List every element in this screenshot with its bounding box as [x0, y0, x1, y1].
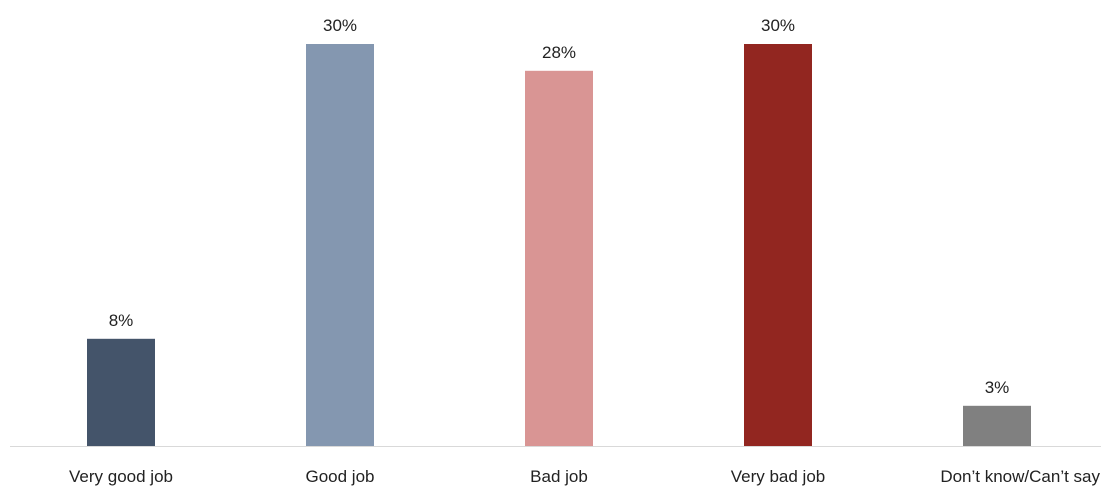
data-label-bad-job: 28%	[542, 43, 576, 62]
tick-label-bad-job: Bad job	[530, 467, 588, 486]
bar-very-bad-job	[744, 44, 812, 446]
category-labels-group: Very good job Good job Bad job Very bad job…	[69, 467, 1100, 486]
data-label-good-job: 30%	[323, 16, 357, 35]
value-labels-group: 8% 30% 28% 30% 3%	[109, 16, 1010, 397]
data-label-very-good-job: 8%	[109, 311, 134, 330]
bar-good-job	[306, 44, 374, 446]
tick-label-very-good-job: Very good job	[69, 467, 173, 486]
data-label-very-bad-job: 30%	[761, 16, 795, 35]
bar-very-good-job	[87, 338, 155, 446]
data-label-don-t-know-can-t-say: 3%	[985, 378, 1010, 397]
tick-label-good-job: Good job	[306, 467, 375, 486]
bars-group	[87, 44, 1031, 447]
bar-bad-job	[525, 70, 593, 447]
bar-don-t-know-can-t-say	[963, 405, 1031, 446]
tick-label-don-t-know-can-t-say: Don’t know/Can’t say	[940, 467, 1100, 486]
tick-label-very-bad-job: Very bad job	[731, 467, 826, 486]
